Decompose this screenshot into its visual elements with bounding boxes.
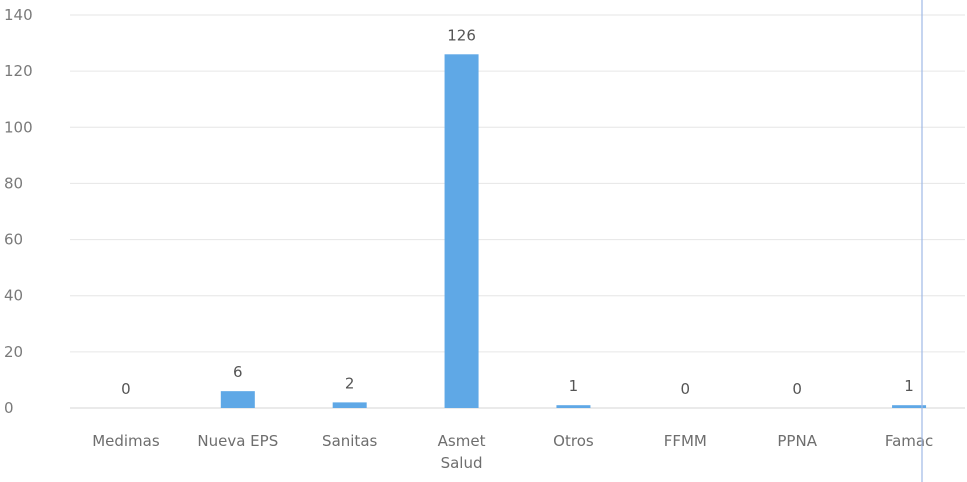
y-tick-label: 140 bbox=[4, 6, 33, 24]
data-labels: 0 6 2 126 1 0 0 1 bbox=[121, 26, 914, 398]
category-label: Salud bbox=[441, 454, 483, 472]
y-tick-label: 0 bbox=[4, 399, 14, 417]
bar bbox=[556, 405, 591, 408]
data-label: 0 bbox=[681, 380, 691, 398]
data-label: 0 bbox=[792, 380, 802, 398]
y-axis: 0 20 40 60 80 100 120 140 bbox=[4, 6, 33, 417]
bars bbox=[220, 54, 927, 409]
data-label: 1 bbox=[569, 377, 579, 395]
y-tick-label: 60 bbox=[4, 231, 23, 249]
bar bbox=[220, 391, 255, 408]
category-label: PPNA bbox=[777, 432, 817, 450]
category-label: Otros bbox=[553, 432, 594, 450]
data-label: 0 bbox=[121, 380, 131, 398]
y-tick-label: 100 bbox=[4, 118, 33, 136]
y-tick-label: 80 bbox=[4, 174, 23, 192]
data-label: 6 bbox=[233, 363, 243, 381]
category-label: Asmet bbox=[438, 432, 486, 450]
data-label: 1 bbox=[904, 377, 914, 395]
bar bbox=[892, 405, 927, 408]
bar bbox=[332, 402, 367, 408]
data-label: 2 bbox=[345, 374, 355, 392]
category-label: Nueva EPS bbox=[197, 432, 278, 450]
bar bbox=[444, 54, 479, 409]
data-label: 126 bbox=[447, 26, 476, 44]
category-label: Famac bbox=[885, 432, 934, 450]
x-axis: Medimas Nueva EPS Sanitas Asmet Salud Otros FF… bbox=[92, 432, 933, 472]
category-label: FFMM bbox=[664, 432, 707, 450]
category-label: Sanitas bbox=[322, 432, 377, 450]
y-tick-label: 120 bbox=[4, 62, 33, 80]
category-label: Medimas bbox=[92, 432, 160, 450]
y-tick-label: 20 bbox=[4, 343, 23, 361]
gridlines bbox=[70, 14, 965, 409]
y-tick-label: 40 bbox=[4, 287, 23, 305]
